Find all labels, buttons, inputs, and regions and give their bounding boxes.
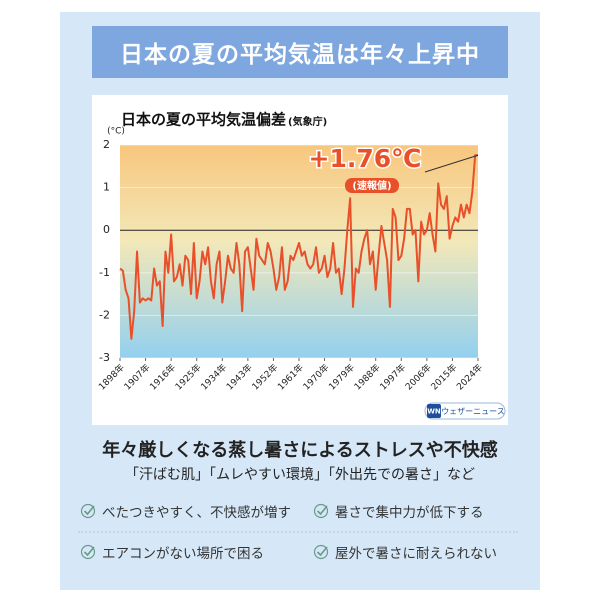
plot-area — [120, 145, 478, 358]
x-tick-label: 1934年 — [198, 361, 229, 392]
logo: WN ウェザーニュース — [424, 402, 506, 420]
x-tick-label: 2024年 — [454, 361, 485, 392]
x-tick-label: 1961年 — [275, 361, 306, 392]
x-tick-label: 1952年 — [249, 361, 280, 392]
data-line — [119, 154, 478, 340]
logo-mark: WN — [427, 408, 441, 416]
check-item: べたつきやすく、不快感が増す — [80, 501, 291, 521]
annotation-note: (速報値) — [352, 179, 391, 192]
chart-box: 日本の夏の平均気温偏差 (気象庁) (°C) -3 -2 -1 0 1 2 1898年 190… — [92, 95, 508, 425]
logo-text: ウェザーニュース — [441, 407, 505, 416]
annotation: +1.76℃ — [309, 144, 422, 173]
x-tick-label: 1916年 — [147, 361, 178, 392]
check-icon — [80, 503, 96, 519]
y-tick-label: -2 — [99, 308, 110, 321]
separator — [78, 531, 518, 533]
y-tick-label: -3 — [99, 351, 110, 364]
y-tick-label: 0 — [103, 223, 110, 236]
header-title: 日本の夏の平均気温は年々上昇中 — [92, 26, 508, 78]
check-item: エアコンがない場所で困る — [80, 542, 264, 562]
x-tick-label: 1970年 — [300, 361, 331, 392]
check-item: 暑さで集中力が低下する — [313, 501, 484, 521]
annotation-leader — [424, 154, 479, 173]
check-text: エアコンがない場所で困る — [102, 546, 264, 562]
x-tick-label: 1925年 — [173, 361, 204, 392]
y-tick-label: -1 — [99, 266, 110, 279]
x-tick-label: 2015年 — [428, 361, 459, 392]
annotation-note-bg — [345, 178, 399, 193]
check-icon — [80, 544, 96, 560]
section-subline: 「汗ばむ肌」「ムレやすい環境」「外出先での暑さ」など — [125, 467, 475, 483]
check-text: 屋外で暑さに耐えられない — [335, 546, 497, 562]
check-icon — [313, 544, 329, 560]
x-tick-label: 2006年 — [403, 361, 434, 392]
y-tick-label: 1 — [103, 181, 110, 194]
x-tick-label: 1979年 — [326, 361, 357, 392]
x-tick-label: 1898年 — [96, 361, 127, 392]
logo-icon — [427, 404, 441, 418]
logo-badge — [424, 402, 506, 420]
x-tick-label: 1997年 — [377, 361, 408, 392]
check-item: 屋外で暑さに耐えられない — [313, 542, 497, 562]
check-text: べたつきやすく、不快感が増す — [102, 505, 291, 521]
x-tick-label: 1907年 — [121, 361, 152, 392]
check-icon — [313, 503, 329, 519]
chart-subtitle: (気象庁) — [288, 115, 327, 128]
x-tick-label: 1988年 — [352, 361, 383, 392]
y-axis-label: (°C) — [107, 127, 125, 137]
chart-title: 日本の夏の平均気温偏差 — [121, 111, 286, 129]
section-heading: 年々厳しくなる蒸し暑さによるストレスや不快感 — [102, 440, 498, 461]
x-tick-label: 1943年 — [224, 361, 255, 392]
check-text: 暑さで集中力が低下する — [335, 505, 484, 521]
y-tick-label: 2 — [103, 138, 110, 151]
